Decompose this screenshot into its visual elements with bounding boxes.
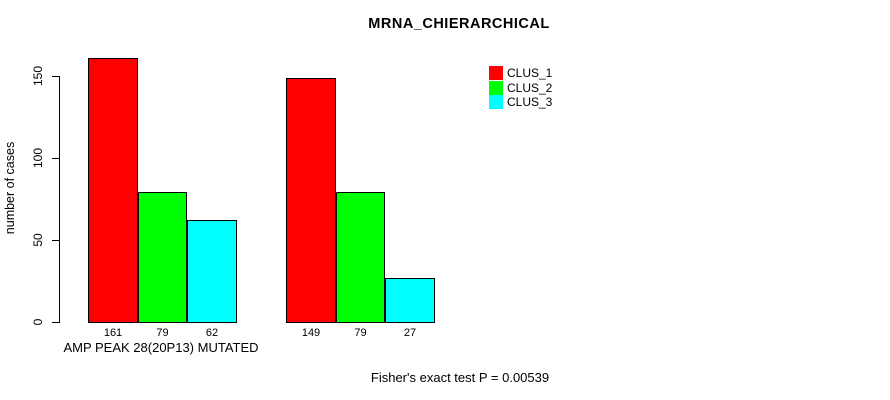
y-axis-tick-label: 50 <box>31 233 45 247</box>
legend-label: CLUS_1 <box>507 66 553 80</box>
y-axis-tick <box>52 76 59 77</box>
bar-clus_2-group-1 <box>138 192 187 323</box>
y-axis-tick <box>52 322 59 323</box>
y-axis-tick-label: 100 <box>31 147 45 169</box>
bar-value-label: 161 <box>103 327 123 339</box>
bar-value-label: 62 <box>205 327 219 339</box>
legend-swatch-clus_3 <box>489 95 503 109</box>
bar-value-label: 149 <box>301 327 321 339</box>
y-axis-title: number of cases <box>3 141 17 235</box>
legend-label: CLUS_2 <box>507 81 553 95</box>
bar-clus_1-group-2 <box>286 78 336 323</box>
chart-title: MRNA_CHIERARCHICAL <box>368 16 550 32</box>
y-axis-tick-label: 150 <box>31 65 45 87</box>
x-axis-label: AMP PEAK 28(20P13) MUTATED <box>63 340 259 355</box>
y-axis-line <box>59 76 60 323</box>
y-axis-tick <box>52 158 59 159</box>
bar-value-label: 79 <box>156 327 169 339</box>
bar-clus_3-group-1 <box>187 220 237 323</box>
legend-label: CLUS_3 <box>507 95 553 109</box>
bar-value-label: 27 <box>403 327 417 339</box>
y-axis-tick-label: 0 <box>31 318 45 326</box>
bar-clus_1-group-1 <box>88 58 138 323</box>
fisher-test-annotation: Fisher's exact test P = 0.00539 <box>370 370 550 385</box>
legend-swatch-clus_1 <box>489 66 503 80</box>
y-axis-tick <box>52 240 59 241</box>
bar-clus_3-group-2 <box>385 278 435 323</box>
bar-value-label: 79 <box>354 327 367 339</box>
bar-clus_2-group-2 <box>336 192 385 323</box>
legend-swatch-clus_2 <box>489 81 503 95</box>
